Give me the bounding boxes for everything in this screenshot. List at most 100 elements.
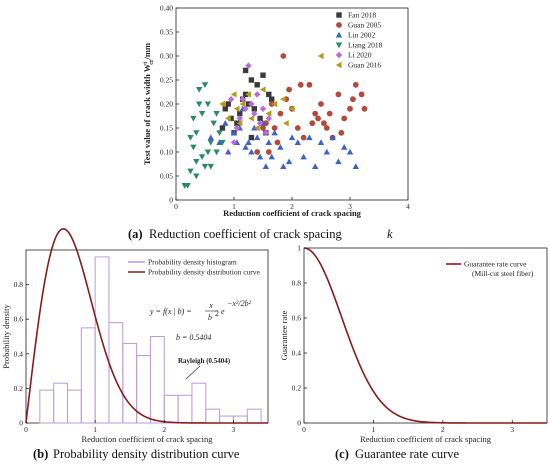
data-point bbox=[288, 105, 295, 112]
data-point bbox=[204, 149, 212, 156]
histogram-bar bbox=[191, 382, 207, 424]
y-tick-label: 0.2 bbox=[14, 384, 24, 393]
data-point bbox=[219, 125, 226, 131]
data-point bbox=[228, 115, 234, 122]
histogram-bar bbox=[177, 394, 193, 424]
data-point bbox=[265, 149, 272, 155]
y-tick-label: 0.10 bbox=[160, 148, 173, 157]
histogram-bar bbox=[149, 336, 165, 424]
data-point bbox=[294, 139, 301, 145]
legend-marker bbox=[335, 42, 343, 49]
data-point bbox=[219, 139, 226, 146]
y-axis-label: Probability density bbox=[1, 304, 11, 369]
data-point bbox=[236, 120, 243, 127]
data-point bbox=[204, 101, 212, 108]
y-axis-label: Test value of crack width Wtcr/mm bbox=[142, 43, 155, 165]
annotation-leader bbox=[185, 365, 201, 380]
caption-b-text: Probability density distribution curve bbox=[53, 447, 240, 461]
data-point bbox=[256, 153, 264, 160]
data-point bbox=[242, 67, 249, 74]
data-point bbox=[236, 115, 243, 122]
x-tick-label: 0 bbox=[174, 202, 178, 211]
caption-c-text: Guarantee rate curve bbox=[355, 447, 460, 461]
x-tick-label: 3 bbox=[348, 202, 352, 211]
formula-lhs: y = f(x | b) = bbox=[149, 307, 192, 316]
data-point bbox=[294, 125, 301, 131]
data-point bbox=[198, 154, 206, 160]
data-point bbox=[300, 153, 307, 160]
histogram-bar bbox=[66, 389, 82, 424]
data-point bbox=[201, 163, 209, 170]
data-point bbox=[248, 77, 255, 83]
data-point bbox=[254, 134, 261, 141]
data-point bbox=[271, 125, 278, 131]
y-tick-label: 0 bbox=[169, 196, 173, 205]
caption-b-letter: (b) bbox=[33, 447, 48, 461]
data-point bbox=[216, 130, 223, 136]
data-point bbox=[309, 120, 316, 127]
data-point bbox=[358, 91, 365, 98]
x-tick-label: 2 bbox=[290, 202, 294, 211]
data-point bbox=[315, 115, 321, 122]
data-point bbox=[338, 129, 345, 136]
data-point bbox=[280, 96, 286, 103]
data-point bbox=[260, 72, 266, 78]
panel-b-histogram-chart: 0 1 2 3 0 0.2 0.4 0.6 0.8 Reduction coefficient o… bbox=[1, 228, 269, 444]
data-point bbox=[225, 115, 231, 122]
data-point bbox=[227, 96, 235, 103]
guarantee-rate-curve bbox=[303, 247, 547, 424]
data-point bbox=[242, 144, 249, 150]
data-point bbox=[230, 91, 237, 98]
legend-label: Guan 2005 bbox=[348, 21, 381, 30]
data-point bbox=[335, 91, 342, 98]
data-point bbox=[248, 134, 255, 141]
data-point bbox=[237, 110, 243, 117]
data-point bbox=[269, 96, 275, 102]
x-axis-label: Reduction coefficient of crack spacing bbox=[360, 434, 492, 444]
data-point bbox=[277, 110, 284, 117]
data-point bbox=[280, 163, 287, 169]
data-point bbox=[193, 159, 200, 165]
data-point bbox=[318, 101, 324, 107]
data-point bbox=[285, 158, 293, 165]
y-tick-label: 0.40 bbox=[160, 4, 173, 13]
data-point bbox=[288, 134, 296, 141]
y-tick-label: 0.15 bbox=[160, 124, 173, 133]
y-tick-label: 0 bbox=[297, 419, 301, 428]
histogram-bar bbox=[163, 394, 179, 424]
data-point bbox=[280, 53, 287, 59]
data-point bbox=[274, 139, 281, 146]
histogram-bar bbox=[39, 389, 55, 424]
data-point bbox=[317, 139, 325, 145]
y-tick-label: 0.20 bbox=[160, 100, 173, 109]
data-point bbox=[257, 115, 263, 122]
x-axis-label: Reduction coefficient of crack spacing bbox=[223, 208, 362, 218]
x-tick-label: 0 bbox=[24, 425, 28, 434]
histogram-bar bbox=[232, 415, 248, 424]
data-point bbox=[198, 111, 206, 117]
data-point bbox=[245, 62, 252, 69]
data-point bbox=[245, 139, 252, 145]
histogram-bar bbox=[205, 408, 221, 424]
data-point bbox=[350, 96, 356, 103]
data-point bbox=[361, 105, 368, 112]
data-point bbox=[300, 134, 307, 141]
x-tick-label: 1 bbox=[93, 425, 97, 434]
data-point bbox=[260, 125, 266, 131]
histogram-bar bbox=[219, 415, 234, 424]
legend-marker bbox=[336, 22, 342, 28]
data-point bbox=[271, 100, 278, 108]
data-point bbox=[265, 115, 272, 122]
data-point bbox=[352, 163, 359, 169]
x-tick-label: 2 bbox=[441, 425, 445, 434]
plot-frame bbox=[303, 247, 548, 424]
data-point bbox=[190, 115, 197, 122]
legend-marker bbox=[336, 12, 342, 18]
y-tick-label: 0.30 bbox=[160, 52, 173, 61]
data-point bbox=[213, 111, 220, 117]
data-point bbox=[233, 124, 241, 132]
data-point bbox=[312, 110, 319, 117]
data-point bbox=[256, 120, 264, 127]
data-point bbox=[262, 129, 270, 136]
data-point bbox=[222, 120, 229, 126]
